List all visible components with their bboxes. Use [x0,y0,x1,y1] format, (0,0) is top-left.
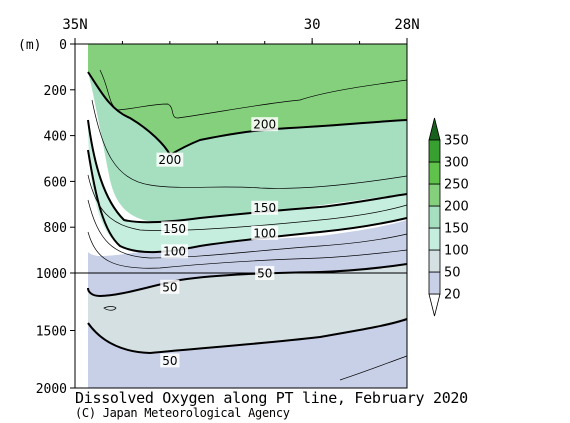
y-tick-label: 800 [44,221,67,236]
contour-label: 150 [253,201,276,215]
x-tick-label: 28N [394,17,419,33]
colorbar-swatch [428,205,441,229]
contour-thin-2 [91,99,408,189]
contour-label-bg [156,152,184,167]
plot-frame [74,43,408,389]
colorbar-swatch [428,161,441,185]
contour-50-lower [87,318,408,355]
contour-50-upper [87,263,408,298]
contour-thin-5 [87,231,408,269]
contour-label: 50 [257,267,272,281]
contour-thin-3 [87,174,408,231]
colorbar-swatch [428,227,441,251]
contour-labels: 200 200 150 150 100 100 50 50 50 [156,117,279,368]
y-tick-label: 400 [44,130,67,145]
contour-label-bg [160,279,180,294]
contour-label: 150 [163,222,186,236]
colorbar-label: 150 [444,222,469,237]
colorbar-label: 350 [444,134,469,149]
colorbar-max-arrow [428,117,441,141]
contour-200 [87,71,408,157]
contour-thin-1 [99,69,408,119]
contour-lines [87,69,408,381]
y-tick-label: 600 [44,175,67,190]
contour-label: 100 [253,226,276,240]
contour-label-bg [255,266,275,280]
depth-unit-label: (m) [18,38,41,53]
contour-100 [87,149,408,254]
contour-label-bg [251,117,279,132]
colorbar-label: 250 [444,178,469,193]
contour-thin-7 [339,355,408,381]
colorbar-swatch [428,249,441,273]
fill-bands [88,44,407,388]
band-200-250 [88,44,407,155]
colorbar-label: 200 [444,200,469,215]
chart-title: Dissolved Oxygen along PT line, February… [75,389,468,407]
contour-label-bg [160,353,180,368]
contour-label-bg [161,244,188,259]
colorbar-label: 50 [444,266,461,281]
colorbar-swatch [428,183,441,207]
contour-label: 100 [163,245,186,259]
contour-label-bg [251,200,279,215]
contour-label: 200 [158,153,181,167]
y-tick-label: 1500 [36,325,67,340]
contour-label: 50 [162,280,177,294]
x-tick-label: 30 [304,17,321,33]
y-tick-label: 200 [44,84,67,99]
contour-thin-4 [87,199,408,259]
colorbar: 20 50 100 150 200 250 300 350 [428,117,469,317]
x-tick-label: 35N [62,17,87,33]
chart-credit: (C) Japan Meteorological Agency [75,406,290,420]
y-tick-label: 0 [59,38,67,53]
colorbar-label: 100 [444,244,469,259]
colorbar-swatch [428,271,441,295]
colorbar-min-arrow [428,293,441,317]
contour-thin-6 [103,306,117,311]
colorbar-label: 20 [444,288,461,303]
contour-label-bg [251,225,279,240]
y-axis: 0 200 400 600 800 1000 1500 2000 [36,38,75,397]
y-tick-label: 1000 [36,267,67,282]
contour-150 [87,119,408,224]
y-tick-label: 2000 [36,382,67,397]
colorbar-swatch [428,139,441,163]
band-150-200 [88,72,407,223]
band-20-50-upper [88,220,407,296]
contour-label: 200 [253,118,276,132]
contour-label: 50 [162,354,177,368]
contour-label-bg [161,221,188,236]
colorbar-label: 300 [444,156,469,171]
x-axis: 35N 30 28N [62,17,420,44]
